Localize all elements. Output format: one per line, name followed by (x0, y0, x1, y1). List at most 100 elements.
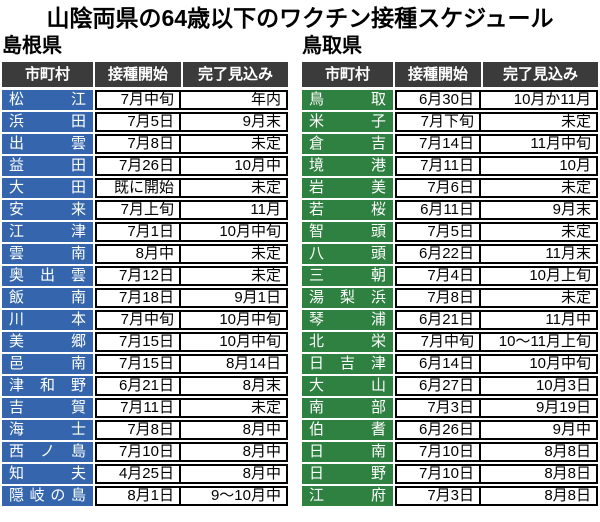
start-date-cell: 6月21日 (395, 310, 481, 330)
start-date-cell: 7月8日 (395, 288, 481, 308)
shimane-schedule-table: 市町村 接種開始 完了見込み 松江 7月中旬 年内 浜田 7月5日 9月末 出雲 7月8日 未定 益田 7… (2, 62, 288, 506)
completion-estimate-cell: 9月19日 (479, 398, 598, 418)
column-header-municipality: 市町村 (2, 62, 93, 87)
completion-estimate-cell: 10月上旬 (479, 266, 598, 286)
table-row: 松江 7月中旬 年内 (2, 90, 288, 110)
municipality-cell: 出雲 (2, 134, 93, 154)
start-date-cell: 8月中 (95, 244, 181, 264)
completion-estimate-cell: 8月中 (179, 420, 288, 440)
table-header-row: 市町村 接種開始 完了見込み (2, 62, 288, 87)
completion-estimate-cell: 8月8日 (479, 442, 598, 462)
municipality-cell: 雲南 (2, 244, 93, 264)
completion-estimate-cell: 未定 (179, 266, 288, 286)
start-date-cell: 8月1日 (95, 486, 181, 506)
start-date-cell: 7月15日 (95, 354, 181, 374)
table-row: 海士 7月8日 8月中 (2, 420, 288, 440)
table-row: 伯耆 6月26日 9月中 (302, 420, 598, 440)
column-header-completion-estimate: 完了見込み (483, 62, 598, 87)
table-row: 津和野 6月21日 8月末 (2, 376, 288, 396)
completion-estimate-cell: 未定 (479, 178, 598, 198)
municipality-cell: 浜田 (2, 112, 93, 132)
municipality-cell: 南部 (302, 398, 393, 418)
start-date-cell: 7月下旬 (395, 112, 481, 132)
completion-estimate-cell: 未定 (179, 134, 288, 154)
municipality-cell: 智頭 (302, 222, 393, 242)
table-row: 智頭 7月5日 未定 (302, 222, 598, 242)
table-row: 隠岐の島 8月1日 9〜10月中 (2, 486, 288, 506)
start-date-cell: 7月3日 (395, 486, 481, 506)
municipality-cell: 岩美 (302, 178, 393, 198)
table-row: 飯南 7月18日 9月1日 (2, 288, 288, 308)
municipality-cell: 邑南 (2, 354, 93, 374)
start-date-cell: 7月11日 (395, 156, 481, 176)
municipality-cell: 大山 (302, 376, 393, 396)
completion-estimate-cell: 8月中 (179, 442, 288, 462)
table-row: 大田 既に開始 未定 (2, 178, 288, 198)
completion-estimate-cell: 10月3日 (479, 376, 598, 396)
completion-estimate-cell: 9月1日 (179, 288, 288, 308)
table-row: 江津 7月1日 10月中旬 (2, 222, 288, 242)
completion-estimate-cell: 8月14日 (179, 354, 288, 374)
completion-estimate-cell: 10月中 (179, 156, 288, 176)
start-date-cell: 7月15日 (95, 332, 181, 352)
table-row: 浜田 7月5日 9月末 (2, 112, 288, 132)
completion-estimate-cell: 未定 (179, 244, 288, 264)
municipality-cell: 若桜 (302, 200, 393, 220)
start-date-cell: 6月22日 (395, 244, 481, 264)
completion-estimate-cell: 11月末 (479, 244, 598, 264)
start-date-cell: 7月18日 (95, 288, 181, 308)
table-row: 日野 7月10日 8月8日 (302, 464, 598, 484)
completion-estimate-cell: 10月中旬 (179, 310, 288, 330)
table-row: 湯梨浜 7月8日 未定 (302, 288, 598, 308)
tottori-section: 鳥取県 市町村 接種開始 完了見込み 鳥取 6月30日 10月か11月 米子 7月下旬 未定 倉吉… (302, 34, 598, 508)
municipality-cell: 美郷 (2, 332, 93, 352)
completion-estimate-cell: 10月中旬 (479, 354, 598, 374)
municipality-cell: 湯梨浜 (302, 288, 393, 308)
completion-estimate-cell: 10月中旬 (179, 332, 288, 352)
municipality-cell: 飯南 (2, 288, 93, 308)
completion-estimate-cell: 8月中 (179, 464, 288, 484)
table-row: 吉賀 7月11日 未定 (2, 398, 288, 418)
start-date-cell: 7月上旬 (95, 200, 181, 220)
completion-estimate-cell: 10月か11月 (479, 90, 598, 110)
table-row: 益田 7月26日 10月中 (2, 156, 288, 176)
municipality-cell: 松江 (2, 90, 93, 110)
municipality-cell: 安来 (2, 200, 93, 220)
table-row: 日吉津 6月14日 10月中旬 (302, 354, 598, 374)
table-row: 境港 7月11日 10月 (302, 156, 598, 176)
completion-estimate-cell: 8月8日 (479, 464, 598, 484)
start-date-cell: 6月26日 (395, 420, 481, 440)
municipality-cell: 三朝 (302, 266, 393, 286)
completion-estimate-cell: 9月末 (179, 112, 288, 132)
table-row: 西ノ島 7月10日 8月中 (2, 442, 288, 462)
completion-estimate-cell: 10〜11月上旬 (479, 332, 598, 352)
municipality-cell: 日吉津 (302, 354, 393, 374)
start-date-cell: 7月1日 (95, 222, 181, 242)
shimane-section: 島根県 市町村 接種開始 完了見込み 松江 7月中旬 年内 浜田 7月5日 9月末 出雲 7月8日未… (2, 34, 288, 508)
municipality-cell: 津和野 (2, 376, 93, 396)
completion-estimate-cell: 9月中 (479, 420, 598, 440)
start-date-cell: 7月中旬 (95, 310, 181, 330)
start-date-cell: 7月5日 (395, 222, 481, 242)
completion-estimate-cell: 未定 (179, 178, 288, 198)
completion-estimate-cell: 未定 (479, 222, 598, 242)
table-row: 琴浦 6月21日 11月中 (302, 310, 598, 330)
completion-estimate-cell: 未定 (479, 288, 598, 308)
table-row: 三朝 7月4日 10月上旬 (302, 266, 598, 286)
municipality-cell: 伯耆 (302, 420, 393, 440)
municipality-cell: 北栄 (302, 332, 393, 352)
municipality-cell: 奥出雲 (2, 266, 93, 286)
start-date-cell: 6月27日 (395, 376, 481, 396)
table-row: 米子 7月下旬 未定 (302, 112, 598, 132)
municipality-cell: 江府 (302, 486, 393, 506)
completion-estimate-cell: 未定 (479, 112, 598, 132)
municipality-cell: 吉賀 (2, 398, 93, 418)
table-row: 美郷 7月15日 10月中旬 (2, 332, 288, 352)
start-date-cell: 4月25日 (95, 464, 181, 484)
completion-estimate-cell: 11月中旬 (479, 134, 598, 154)
start-date-cell: 7月5日 (95, 112, 181, 132)
start-date-cell: 既に開始 (95, 178, 181, 198)
municipality-cell: 米子 (302, 112, 393, 132)
tables-container: 島根県 市町村 接種開始 完了見込み 松江 7月中旬 年内 浜田 7月5日 9月末 出雲 7月8日未… (0, 34, 600, 508)
completion-estimate-cell: 11月 (179, 200, 288, 220)
